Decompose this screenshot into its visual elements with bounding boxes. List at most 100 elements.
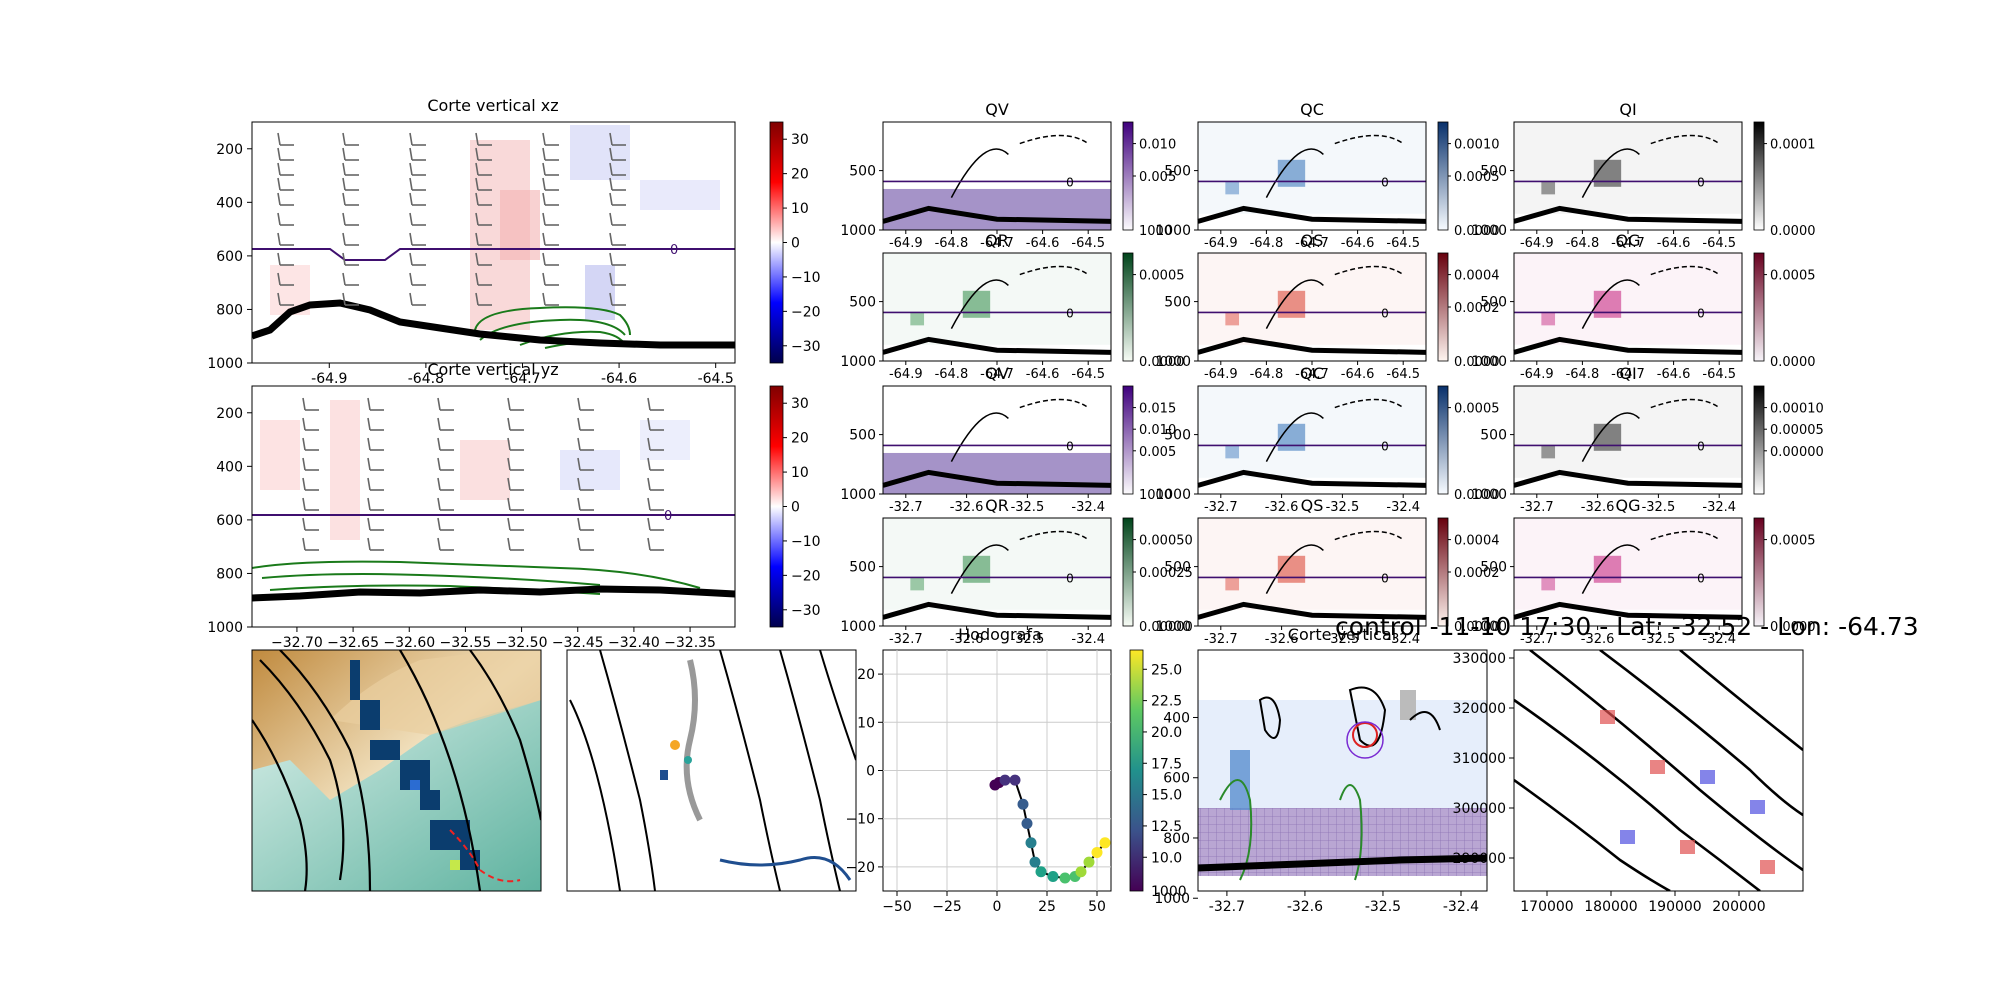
hodograph-colorbar-ticks: 25.0 22.5 20.0 17.5 15.0 12.5 10.0 1000 <box>1143 662 1187 900</box>
hodo-xtick-label: 50 <box>1088 899 1106 915</box>
mapr-xaxis: 170000 180000 190000 200000 <box>1520 891 1766 915</box>
mini-xtick-label: -64.8 <box>1566 367 1600 382</box>
mini-xtick-label: -32.4 <box>1386 632 1420 647</box>
mini-contour-dashed <box>1019 398 1089 409</box>
mini-blob <box>962 555 991 583</box>
mini-xtick-label: -64.5 <box>1702 367 1736 382</box>
hodo-point <box>1025 837 1037 849</box>
mapr-ytick-label: 300000 <box>1453 801 1506 817</box>
mini-panel-qv_y: QV 0 500 1000 -32.7 -32.6 -32.5 -32.4 0.015 0.010… <box>840 364 1176 515</box>
mini-xtick-label: -32.7 <box>1520 632 1554 647</box>
yz-terrain <box>252 585 735 602</box>
mini-freezing-label: 0 <box>1697 439 1705 453</box>
wind-barb-flag <box>409 192 413 206</box>
wind-barb-flag <box>542 162 546 176</box>
mini-xtick-label: -32.6 <box>1581 500 1615 515</box>
mini-xtick-label: -64.9 <box>1204 367 1238 382</box>
wind-barb-flag <box>342 252 346 266</box>
mini-xtick-label: -32.4 <box>1386 500 1420 515</box>
mini-xtick-label: -32.5 <box>1642 500 1676 515</box>
mini-xtick-label: -64.9 <box>889 236 923 251</box>
wind-barb-flag <box>542 212 546 226</box>
hodo-cbar-label: 25.0 <box>1151 662 1182 678</box>
mini-panel-qs_x: QS 0 500 1000 -64.9 -64.8 -64.7 -64.6 -64.5 0.000… <box>1155 231 1499 382</box>
wind-barb-flag <box>342 147 346 161</box>
hodo-ytick-label: −20 <box>845 860 875 876</box>
wind-barb-flag <box>277 252 281 266</box>
wind-barb-flag <box>507 477 511 491</box>
mini-xtick-label: -32.5 <box>1642 632 1676 647</box>
xz-cbar-label: −30 <box>791 339 821 355</box>
yz-ytick-label: 600 <box>216 513 243 529</box>
wind-barb-flag <box>437 397 441 411</box>
mini-xtick-label: -64.8 <box>1250 236 1284 251</box>
mini-xtick-label: -32.6 <box>1265 632 1299 647</box>
wind-barb-flag <box>475 132 479 146</box>
mini-contour <box>1581 544 1640 594</box>
yz-xaxis: −32.70 −32.65 −32.60 −32.55 −32.50 −32.45 −32.… <box>271 627 716 651</box>
mini-xtick-label: -32.7 <box>1204 632 1238 647</box>
mini-blob <box>1541 181 1556 195</box>
mini-title-qi_y: QI <box>1619 364 1636 383</box>
mini-cbar-bottom: 0.00000 <box>1139 620 1193 635</box>
mini-title-qg_x: QG <box>1616 231 1641 250</box>
xz-yaxis: 200 400 600 800 1000 <box>207 142 252 372</box>
wind-barb-flag <box>302 437 306 451</box>
xz-freezing-label: 0 <box>670 243 678 258</box>
mini-colorbar <box>1437 252 1449 362</box>
mini-xtick-label: -32.5 <box>1326 500 1360 515</box>
mini-xtick-label: -64.9 <box>1520 236 1554 251</box>
mini-ytick-label: 1000 <box>1471 619 1507 635</box>
mini-cbar-label: 0.0005 <box>1454 170 1500 185</box>
mini-xtick-label: -64.5 <box>1071 236 1105 251</box>
wind-barb-flag <box>609 252 613 266</box>
wind-barb-flag <box>342 272 346 286</box>
yz-xtick-label: −32.50 <box>496 635 548 651</box>
mini-colorbar <box>1122 121 1134 231</box>
mini-colorbar <box>1437 385 1449 495</box>
yz-ytick-label: 1000 <box>207 620 243 636</box>
yz-cbar-label: −30 <box>791 603 821 619</box>
wind-barb-flag <box>277 132 281 146</box>
wind-barb-flag <box>507 397 511 411</box>
wind-barb-flag <box>409 132 413 146</box>
mini-xtick-label: -32.5 <box>1011 632 1045 647</box>
mini-ytick-label: 500 <box>1480 428 1507 444</box>
mini-contour <box>1265 148 1324 198</box>
wind-barb-flag <box>542 272 546 286</box>
mini-ytick-label: 1000 <box>1155 487 1191 503</box>
wind-barb-flag <box>409 232 413 246</box>
mini-blob <box>962 290 991 318</box>
mini-ytick-label: 1000 <box>840 619 876 635</box>
wind-barb-flag <box>302 517 306 531</box>
wind-barb-flag <box>342 162 346 176</box>
yz-cbar-label: 20 <box>791 431 809 447</box>
xz-cbar-label: −20 <box>791 304 821 320</box>
wind-barb-flag <box>277 232 281 246</box>
wind-barb-flag <box>609 132 613 146</box>
wind-barb-flag <box>507 517 511 531</box>
mini-freezing-label: 0 <box>1697 175 1705 189</box>
wind-barb-flag <box>367 437 371 451</box>
mini-ytick-label: 500 <box>849 428 876 444</box>
yz-cbar-label: 0 <box>791 500 800 516</box>
wind-barb-flag <box>475 212 479 226</box>
wind-barb-flag <box>609 272 613 286</box>
wind-barb-flag <box>409 252 413 266</box>
wind-barb-flag <box>542 177 546 191</box>
yz-colorbar <box>769 385 784 628</box>
mini-fill <box>1514 253 1742 345</box>
wind-barb-flag <box>475 162 479 176</box>
wind-barb-flag <box>437 517 441 531</box>
xz-ytick-label: 400 <box>216 195 243 211</box>
wind-barb-flag <box>577 397 581 411</box>
mini-xtick-label: -32.4 <box>1702 632 1736 647</box>
mapr-ytick-label: 330000 <box>1453 651 1506 667</box>
wind-barb-flag <box>475 232 479 246</box>
mini-title-qi_x: QI <box>1619 100 1636 119</box>
yz-xtick-label: −32.55 <box>440 635 492 651</box>
mini-colorbar <box>1753 517 1765 627</box>
hodo-cbar-label: 20.0 <box>1151 725 1182 741</box>
mini-freezing-label: 0 <box>1697 571 1705 585</box>
